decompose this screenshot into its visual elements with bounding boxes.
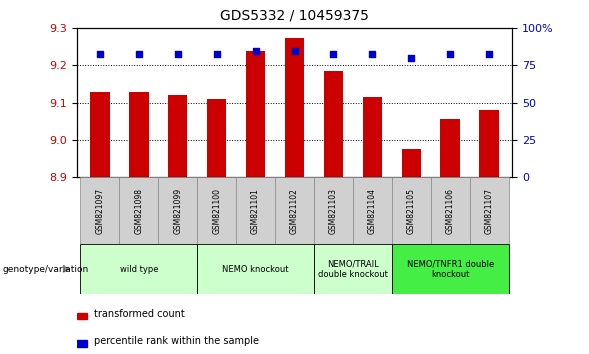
Bar [324,71,343,177]
Bar [246,51,265,177]
Text: NEMO knockout: NEMO knockout [222,264,289,274]
Text: GDS5332 / 10459375: GDS5332 / 10459375 [220,9,369,23]
Bar [469,177,508,244]
Bar [197,177,236,244]
Bar [363,97,382,177]
Text: GSM821097: GSM821097 [95,188,104,234]
Bar [168,95,187,177]
Text: wild type: wild type [120,264,158,274]
Text: transformed count: transformed count [94,309,185,319]
Bar [90,91,110,177]
Bar [197,244,314,294]
Bar [77,340,88,347]
Text: GSM821099: GSM821099 [173,188,182,234]
Bar [81,244,197,294]
Bar [77,313,88,319]
Text: GSM821100: GSM821100 [212,188,221,234]
Text: GSM821101: GSM821101 [251,188,260,234]
Bar [441,119,460,177]
Point [445,51,455,56]
Bar [392,244,508,294]
Bar [207,99,226,177]
Point [368,51,377,56]
Text: percentile rank within the sample: percentile rank within the sample [94,336,259,346]
Point [406,55,416,61]
Point [329,51,338,56]
Bar [236,177,275,244]
Bar [275,177,314,244]
Bar [402,149,421,177]
Bar [314,177,353,244]
Text: GSM821106: GSM821106 [446,188,455,234]
Text: GSM821107: GSM821107 [485,188,494,234]
Text: NEMO/TNFR1 double
knockout: NEMO/TNFR1 double knockout [406,259,494,279]
Text: GSM821104: GSM821104 [368,188,377,234]
Text: GSM821105: GSM821105 [407,188,416,234]
Point [173,51,183,56]
Bar [129,91,148,177]
Bar [353,177,392,244]
Bar [120,177,158,244]
Point [95,51,105,56]
Text: NEMO/TRAIL
double knockout: NEMO/TRAIL double knockout [318,259,388,279]
Text: genotype/variation: genotype/variation [3,264,89,274]
Point [212,51,221,56]
Text: GSM821098: GSM821098 [134,188,143,234]
Point [290,48,299,53]
Point [484,51,494,56]
Bar [314,244,392,294]
Text: GSM821102: GSM821102 [290,188,299,234]
Point [134,51,144,56]
Bar [158,177,197,244]
Bar [81,177,120,244]
Bar [479,110,499,177]
Bar [431,177,469,244]
Point [251,48,260,53]
Bar [284,38,305,177]
Text: GSM821103: GSM821103 [329,188,338,234]
Bar [392,177,431,244]
